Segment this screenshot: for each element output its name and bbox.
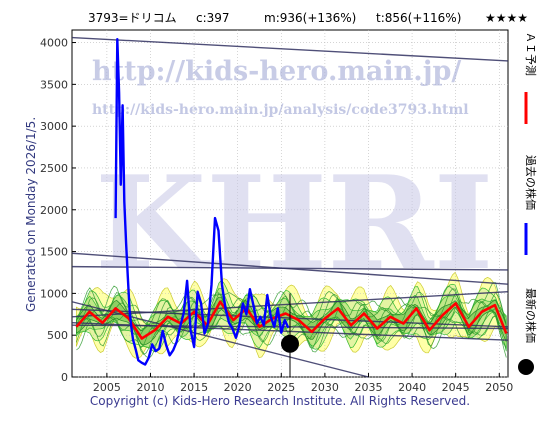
series-lines xyxy=(75,38,508,366)
y-tick-label: 500 xyxy=(47,329,68,342)
x-tick-label: 2040 xyxy=(398,381,426,394)
y-tick-label: 2000 xyxy=(40,204,68,217)
y-tick-label: 3500 xyxy=(40,78,68,91)
x-tick-label: 2020 xyxy=(224,381,252,394)
legend: ＡＩ予測 過去の株価 最新の株価 xyxy=(518,32,538,375)
ai-forecast-line xyxy=(75,300,508,340)
header-rating: ★★★★ xyxy=(485,11,528,25)
x-axis-ticks: 2005 2010 2015 2020 2025 2030 2035 2040 2045 2050 xyxy=(93,373,513,394)
x-tick-label: 2050 xyxy=(485,381,513,394)
trend-line xyxy=(71,36,509,62)
prediction-contour xyxy=(76,282,507,326)
y-tick-label: 2500 xyxy=(40,162,68,175)
x-tick-label: 2030 xyxy=(311,381,339,394)
x-tick-label: 2010 xyxy=(136,381,164,394)
watermark-url: http://kids-hero.main.jp/ xyxy=(92,56,461,87)
latest-price-marker xyxy=(281,293,299,377)
x-tick-label: 2015 xyxy=(180,381,208,394)
y-tick-label: 1500 xyxy=(40,246,68,259)
header-target: t:856(+116%) xyxy=(376,11,461,25)
x-tick-label: 2045 xyxy=(442,381,470,394)
legend-latest-swatch xyxy=(518,359,534,375)
x-tick-label: 2035 xyxy=(354,381,382,394)
y-tick-label: 0 xyxy=(61,371,68,384)
legend-past-label: 過去の株価 xyxy=(524,155,538,210)
y-axis-ticks: 0 500 1000 1500 2000 2500 3000 3500 4000 xyxy=(40,37,76,384)
grid-lines xyxy=(72,30,508,378)
x-tick-label: 2005 xyxy=(93,381,121,394)
legend-latest-label: 最新の株価 xyxy=(524,288,538,343)
x-tick-label: 2025 xyxy=(267,381,295,394)
watermark-analysis-url: http://kids-hero.main.jp/analysis/code37… xyxy=(92,102,469,118)
copyright-footer: Copyright (c) Kids-Hero Research Institu… xyxy=(90,394,470,408)
watermark-logo: KHRI xyxy=(95,149,493,299)
y-tick-label: 4000 xyxy=(40,37,68,50)
y-tick-label: 1000 xyxy=(40,287,68,300)
y-tick-label: 3000 xyxy=(40,120,68,133)
latest-price-dot xyxy=(281,334,299,353)
header-current: c:397 xyxy=(196,11,230,25)
header-code-name: 3793=ドリコム xyxy=(88,11,177,25)
generated-date-label: Generated on Monday 2026/1/5. xyxy=(24,117,38,312)
past-price-line xyxy=(114,38,290,366)
legend-ai-label: ＡＩ予測 xyxy=(524,32,538,76)
trend-line xyxy=(71,265,509,271)
header-mean: m:936(+136%) xyxy=(264,11,356,25)
